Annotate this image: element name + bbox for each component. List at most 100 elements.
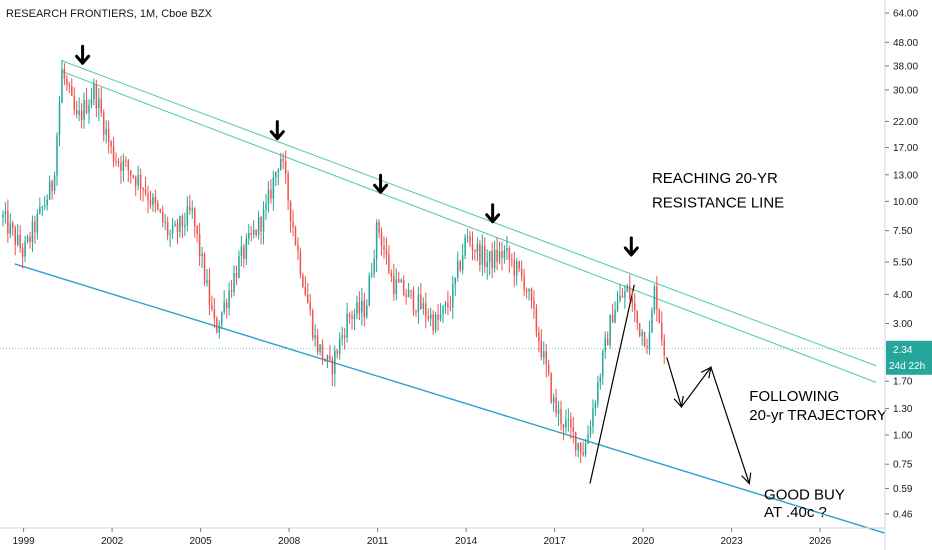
candle-body <box>397 279 400 283</box>
candle-body <box>471 243 474 251</box>
candle-body <box>356 302 358 315</box>
candle-body <box>525 290 528 292</box>
candle-body <box>66 78 68 85</box>
candle-body <box>14 228 16 245</box>
candle-body <box>523 275 525 291</box>
candle-body <box>479 243 481 265</box>
candle-body <box>309 302 311 311</box>
candle-body <box>493 249 496 268</box>
candle-body <box>447 302 449 308</box>
candle-body <box>220 312 223 325</box>
candle-body <box>579 443 582 453</box>
candle-body <box>139 174 142 189</box>
candle-body <box>216 318 218 333</box>
candle-body <box>417 294 420 313</box>
candle-body <box>651 310 653 333</box>
candle-body <box>193 208 196 226</box>
candle-body <box>248 233 250 239</box>
candle-body <box>228 290 230 308</box>
candle-body <box>469 236 471 244</box>
candle-body <box>58 102 61 136</box>
price-tick-label: 48.00 <box>893 38 918 49</box>
candle-body <box>75 109 78 115</box>
projection-arrowhead-icon <box>741 472 752 485</box>
candle-body <box>626 285 629 292</box>
candle-body <box>336 350 339 354</box>
candle-body <box>535 308 538 333</box>
candle-body <box>56 135 58 176</box>
candle-body <box>282 158 284 161</box>
price-tick-label: 1.30 <box>893 404 913 415</box>
candle-body <box>567 419 570 421</box>
candle-body <box>16 234 19 245</box>
candle-body <box>294 227 297 245</box>
candle-body <box>230 290 233 293</box>
candle-body <box>83 100 85 120</box>
candle-body <box>191 208 193 211</box>
candle-body <box>161 211 164 223</box>
candle-body <box>496 249 498 262</box>
price-axis[interactable]: 64.00 48.00 38.00 30.00 22.00 17.00 13.00 10.00… <box>884 0 932 550</box>
trend-lines <box>14 60 886 534</box>
candle-body <box>425 303 427 317</box>
candle-body <box>252 229 255 235</box>
candle-body <box>540 341 543 358</box>
resistance-line-lower <box>61 70 877 383</box>
candle-body <box>250 233 252 235</box>
time-tick-label: 2002 <box>101 536 124 547</box>
candle-body <box>343 335 346 338</box>
candle-body <box>245 238 248 259</box>
candle-body <box>223 302 225 313</box>
candle-body <box>530 288 533 301</box>
candle-body <box>2 214 4 218</box>
candle-body <box>51 181 53 191</box>
annotation-text: AT .40c ? <box>764 504 827 521</box>
candle-body <box>225 302 228 308</box>
candle-body <box>346 314 348 338</box>
candle-body <box>7 211 9 234</box>
candle-body <box>211 304 213 309</box>
candle-body <box>68 84 71 87</box>
candle-body <box>257 217 260 236</box>
time-tick-label: 2026 <box>809 536 832 547</box>
candle-body <box>643 331 646 347</box>
candle-body <box>614 310 616 323</box>
candle-body <box>326 355 329 362</box>
candle-body <box>565 420 567 428</box>
candle-body <box>653 286 656 311</box>
projection-arrowhead-icon <box>673 395 684 409</box>
candle-body <box>648 332 651 349</box>
candle-body <box>454 277 457 285</box>
time-axis[interactable]: 1999 2002 2005 2008 2011 2014 2017 2020 2023 2026 <box>0 527 885 547</box>
candle-body <box>289 200 292 222</box>
candle-body <box>279 158 282 171</box>
candle-body <box>137 174 139 186</box>
price-tick-label: 1.70 <box>893 377 913 388</box>
candle-body <box>410 290 412 292</box>
candle-body <box>351 316 353 320</box>
candle-body <box>21 248 24 257</box>
candle-body <box>307 295 309 303</box>
candle-body <box>400 280 402 283</box>
candle-body <box>420 294 422 309</box>
candle-body <box>233 273 235 293</box>
candle-body <box>604 338 606 352</box>
candle-body <box>157 203 159 209</box>
candle-body <box>661 323 663 340</box>
candle-body <box>181 216 184 227</box>
candle-body <box>292 221 294 228</box>
candlesticks <box>2 59 665 464</box>
candle-body <box>646 346 648 349</box>
annotation-text: 20-yr TRAJECTORY <box>749 407 887 424</box>
candle-body <box>380 232 383 247</box>
price-tick-label: 10.00 <box>893 197 918 208</box>
candle-body <box>599 377 602 383</box>
candle-body <box>584 443 587 456</box>
candle-body <box>506 247 508 251</box>
candle-body <box>142 188 144 190</box>
candle-body <box>159 208 162 212</box>
price-tick-label: 17.00 <box>893 143 918 154</box>
candle-body <box>641 331 643 336</box>
candle-body <box>319 344 321 353</box>
